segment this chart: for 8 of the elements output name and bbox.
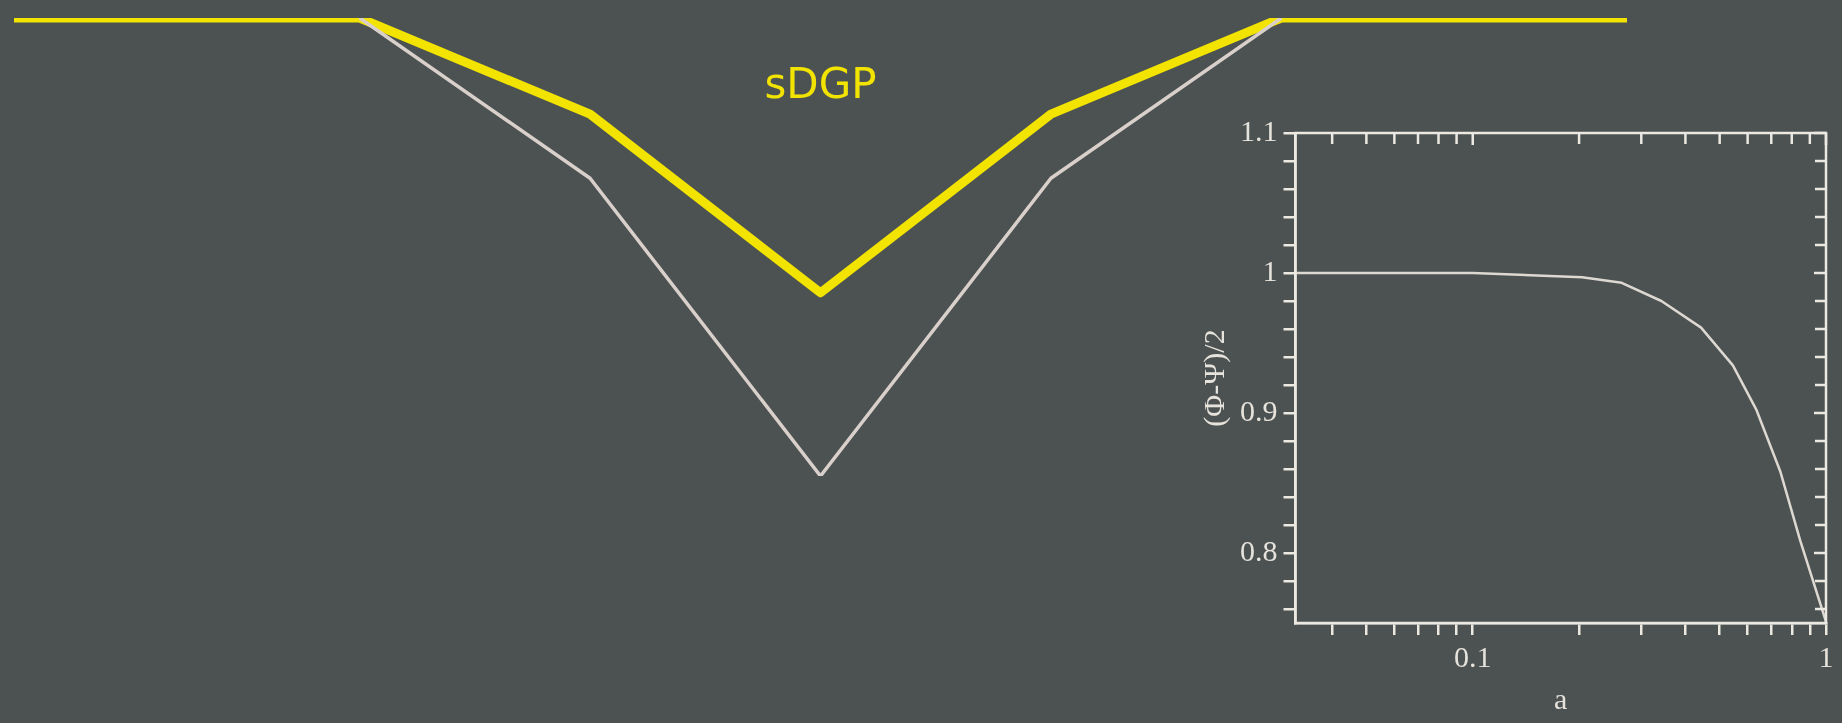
y-tick-label: 1.1 — [1240, 113, 1278, 147]
x-tick-label: 0.1 — [1453, 639, 1492, 673]
y-tick-label: 0.8 — [1240, 533, 1278, 567]
y-tick-label: 0.9 — [1240, 393, 1278, 427]
y-axis-title: (Φ-Ψ)/2 — [1196, 329, 1231, 427]
y-tick-label: 1 — [1262, 253, 1278, 287]
x-axis-title: a — [1554, 681, 1568, 715]
text: sDGP — [764, 58, 877, 108]
